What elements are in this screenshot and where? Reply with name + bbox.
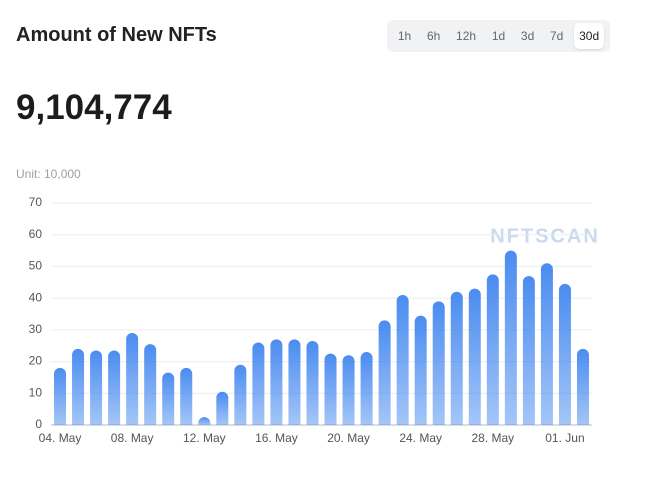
y-tick-label: 20 — [29, 354, 43, 368]
time-range-tab[interactable]: 12h — [456, 29, 477, 43]
watermark: NFTSCAN — [490, 225, 600, 247]
bar — [306, 340, 319, 425]
time-range-tab[interactable]: 6h — [426, 29, 441, 43]
chart-title: Amount of New NFTs — [16, 24, 217, 46]
x-tick-label: 04. May — [39, 431, 82, 445]
bar — [558, 283, 571, 425]
y-tick-label: 40 — [29, 290, 43, 304]
bar — [144, 344, 157, 425]
x-tick-label: 16. May — [255, 431, 298, 445]
bar — [90, 350, 103, 425]
total-value: 9,104,774 — [16, 88, 172, 127]
bar — [324, 353, 337, 425]
bar — [234, 364, 247, 425]
x-tick-label: 20. May — [327, 431, 370, 445]
bar — [486, 274, 499, 425]
y-tick-label: 0 — [35, 417, 42, 431]
bar — [360, 352, 373, 425]
bar — [522, 275, 535, 425]
bar — [72, 348, 85, 425]
bar — [162, 372, 175, 425]
bar — [270, 339, 283, 425]
x-tick-label: 08. May — [111, 431, 154, 445]
bar — [180, 367, 193, 425]
bar — [108, 350, 121, 425]
time-range-tab[interactable]: 7d — [550, 29, 564, 43]
bar — [342, 355, 355, 425]
unit-label: Unit: 10,000 — [16, 167, 81, 181]
bar — [288, 339, 301, 425]
bar — [396, 294, 409, 425]
bar — [540, 263, 553, 425]
bar — [432, 301, 445, 425]
bar — [126, 333, 139, 425]
y-tick-label: 10 — [29, 385, 43, 399]
y-tick-label: 60 — [29, 227, 43, 241]
time-range-tab[interactable]: 1h — [397, 29, 412, 43]
bar — [198, 417, 211, 425]
x-tick-label: 12. May — [183, 431, 226, 445]
bar — [54, 367, 67, 425]
bar — [450, 291, 463, 425]
bar — [576, 348, 589, 425]
y-tick-label: 30 — [29, 322, 43, 336]
bar — [414, 315, 427, 425]
x-tick-label: 24. May — [399, 431, 442, 445]
x-tick-label: 01. Jun — [545, 431, 584, 445]
y-tick-label: 50 — [29, 259, 43, 273]
time-range-tab[interactable]: 1d — [491, 29, 506, 43]
bar — [468, 288, 481, 425]
time-range-tabs: 1h 6h 12h 1d 3d 7d 30d — [387, 20, 610, 52]
bar — [378, 320, 391, 425]
bar — [216, 391, 229, 425]
bar — [252, 342, 265, 425]
time-range-tab[interactable]: 3d — [520, 29, 535, 43]
bar — [504, 250, 517, 425]
y-tick-label: 70 — [29, 195, 43, 209]
chart: NFTSCAN 0 10 20 30 40 50 60 70 04. May 08. May 12.… — [29, 195, 600, 445]
time-range-tab[interactable]: 30d — [574, 23, 605, 49]
x-tick-label: 28. May — [471, 431, 514, 445]
